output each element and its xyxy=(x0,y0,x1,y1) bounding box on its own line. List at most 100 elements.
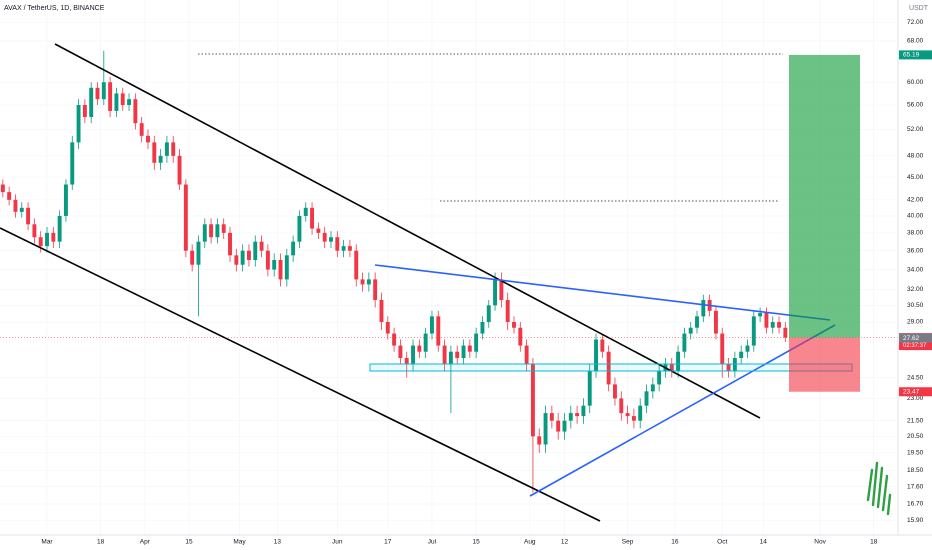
candle-body xyxy=(701,299,706,317)
channel-upper xyxy=(54,43,761,419)
countdown: 02:37:37 xyxy=(903,343,927,349)
y-tick-label: 21.50 xyxy=(907,417,924,424)
price-label: 23.47 xyxy=(903,388,920,395)
candle-body xyxy=(82,105,87,117)
candle-body xyxy=(76,105,81,143)
y-tick-label: 48.00 xyxy=(907,153,924,160)
candle-body xyxy=(575,413,580,417)
triangle-lower xyxy=(529,324,836,497)
x-tick-label: 16 xyxy=(671,539,679,546)
candle-body xyxy=(581,405,586,417)
candle-body xyxy=(493,279,498,306)
logo-stroke xyxy=(871,461,879,507)
candle-body xyxy=(777,321,782,328)
candle-body xyxy=(644,391,649,406)
candle-body xyxy=(530,364,535,437)
price-label-box xyxy=(899,333,932,343)
candle-body xyxy=(455,351,460,358)
candle-body xyxy=(739,351,744,358)
y-tick-label: 17.60 xyxy=(907,483,924,490)
candle-body xyxy=(619,398,624,414)
position xyxy=(0,54,898,392)
candle-body xyxy=(770,321,775,328)
candle-body xyxy=(594,339,598,371)
candle-body xyxy=(512,321,516,328)
x-tick-label: 12 xyxy=(561,539,569,546)
x-tick-label: 13 xyxy=(274,539,282,546)
candle-body xyxy=(417,345,422,352)
x-tick-label: 15 xyxy=(185,539,193,546)
logo-stroke xyxy=(866,468,874,502)
x-tick-label: Sep xyxy=(622,539,634,546)
candle-body xyxy=(335,237,340,251)
candle-body xyxy=(177,155,182,185)
candle-body xyxy=(461,345,466,358)
candle-body xyxy=(606,351,611,385)
candle-body xyxy=(713,310,718,334)
grid xyxy=(0,0,898,535)
candle-body xyxy=(518,327,523,346)
candle-body xyxy=(297,215,302,242)
candle-body xyxy=(234,255,239,265)
y-tick-label: 30.50 xyxy=(907,302,924,309)
candle-body xyxy=(442,345,447,365)
candle-body xyxy=(549,413,554,421)
candle-body xyxy=(253,241,258,260)
y-tick-label: 24.50 xyxy=(907,374,924,381)
candle-body xyxy=(682,333,687,352)
candle-body xyxy=(265,250,270,270)
y-tick-label: 40.00 xyxy=(907,213,924,220)
candle-body xyxy=(600,339,605,352)
y-tick-label: 29.00 xyxy=(907,319,924,326)
candle-body xyxy=(63,184,68,216)
candle-body xyxy=(120,93,125,106)
candle-body xyxy=(411,345,415,365)
candle-body xyxy=(316,228,321,233)
candle-body xyxy=(347,246,352,251)
candle-body xyxy=(783,327,788,338)
candle-body xyxy=(51,232,56,242)
candle-body xyxy=(329,237,333,242)
x-tick-label: Oct xyxy=(717,539,727,546)
price-label-box xyxy=(899,387,932,397)
y-tick-label: 45.00 xyxy=(907,174,924,181)
candle-body xyxy=(676,351,681,371)
candle-body xyxy=(625,413,630,417)
x-tick-label: Jun xyxy=(332,539,343,546)
y-tick-label: 32.00 xyxy=(907,286,924,293)
candle-body xyxy=(480,321,485,334)
x-tick-label: May xyxy=(233,539,246,546)
candle-body xyxy=(310,207,315,229)
x-tick-label: Nov xyxy=(814,539,826,546)
candle-body xyxy=(751,316,756,346)
candle-body xyxy=(543,413,548,445)
candles xyxy=(0,50,788,493)
candle-body xyxy=(726,364,731,371)
candle-body xyxy=(385,321,390,334)
candle-body xyxy=(373,279,378,300)
y-tick-label: 38.00 xyxy=(907,230,924,237)
candle-body xyxy=(139,123,144,136)
x-tick-label: 18 xyxy=(870,539,878,546)
candle-body xyxy=(474,333,479,352)
candle-body xyxy=(158,155,163,163)
candle-body xyxy=(202,224,207,242)
x-tick-label: 17 xyxy=(384,539,392,546)
x-tick-label: 14 xyxy=(760,539,768,546)
candle-body xyxy=(196,241,201,265)
candle-body xyxy=(568,413,573,421)
profit-zone xyxy=(789,54,860,338)
candle-body xyxy=(89,87,94,117)
x-tick-label: Mar xyxy=(41,539,53,546)
y-tick-label: 42.00 xyxy=(907,197,924,204)
candle-body xyxy=(695,316,699,328)
candle-body xyxy=(38,237,43,247)
candle-body xyxy=(392,333,397,346)
y-tick-label: 60.00 xyxy=(907,79,924,86)
candle-body xyxy=(19,207,24,212)
candle-body xyxy=(430,316,434,334)
logo-stroke xyxy=(876,466,884,509)
y-tick-label: 34.00 xyxy=(907,266,924,273)
candle-body xyxy=(127,99,132,106)
logo-stroke xyxy=(881,474,889,512)
